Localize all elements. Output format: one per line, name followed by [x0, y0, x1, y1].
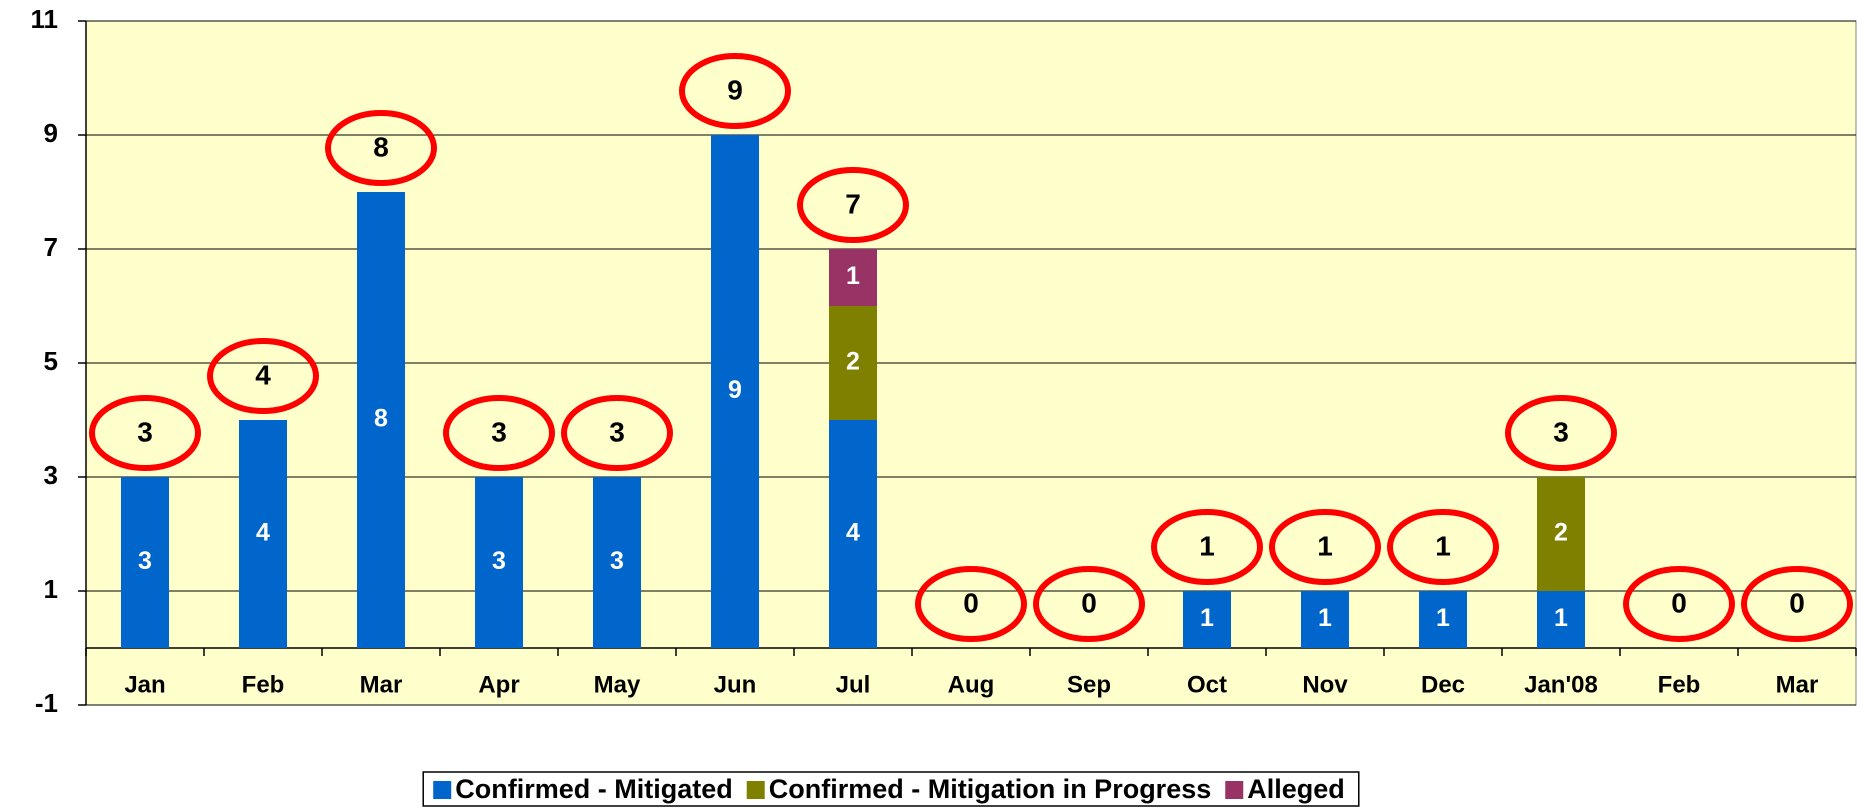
bar-segment: [1419, 591, 1467, 648]
total-label: 4: [255, 359, 271, 390]
legend-swatch: [433, 781, 452, 799]
total-marker: [1151, 509, 1263, 585]
bar-segment: [1537, 591, 1585, 648]
total-marker: [915, 566, 1027, 642]
total-label: 3: [491, 416, 507, 447]
bar-segment: [829, 249, 877, 306]
bar-segment: [711, 135, 759, 648]
bar-segment: [829, 420, 877, 648]
x-tick-label: Jun: [714, 671, 757, 698]
total-label: 1: [1435, 530, 1451, 561]
y-tick-label: 3: [44, 460, 58, 490]
segment-label: 4: [256, 519, 270, 547]
x-tick-label: Nov: [1302, 671, 1348, 698]
x-tick-label: Jan: [124, 671, 165, 698]
bar-segment: [121, 477, 169, 648]
x-tick-label: Jul: [836, 671, 871, 698]
segment-label: 3: [138, 547, 152, 575]
bar-segment: [1183, 591, 1231, 648]
segment-label: 2: [846, 348, 860, 376]
x-tick-label: Mar: [360, 671, 403, 698]
total-marker: [679, 53, 791, 129]
legend-label: Confirmed - Mitigated: [455, 774, 733, 804]
x-tick-label: May: [594, 671, 641, 698]
y-tick-label: 7: [44, 232, 58, 262]
x-tick-label: Sep: [1067, 671, 1111, 698]
x-tick-label: Aug: [948, 671, 995, 698]
total-label: 0: [963, 587, 979, 618]
legend-label: Confirmed - Mitigation in Progress: [769, 774, 1212, 804]
total-marker: [89, 395, 201, 471]
segment-label: 1: [1200, 604, 1214, 632]
total-marker: [1269, 509, 1381, 585]
x-tick-label: Dec: [1421, 671, 1465, 698]
segment-label: 9: [728, 376, 742, 404]
total-label: 3: [609, 416, 625, 447]
total-marker: [1623, 566, 1735, 642]
segment-label: 2: [1554, 519, 1568, 547]
segment-label: 1: [1318, 604, 1332, 632]
x-tick-label: Apr: [478, 671, 519, 698]
bar-segment: [357, 192, 405, 648]
total-marker: [1741, 566, 1853, 642]
y-tick-label: -1: [35, 688, 58, 718]
total-marker: [207, 338, 319, 414]
segment-label: 3: [492, 547, 506, 575]
legend-swatch: [746, 781, 765, 799]
bar-segment: [1537, 477, 1585, 591]
bar-segment: [1301, 591, 1349, 648]
x-tick-label: Feb: [242, 671, 285, 698]
bar-segment: [475, 477, 523, 648]
x-tick-label: Oct: [1187, 671, 1227, 698]
y-tick-label: 9: [44, 118, 58, 148]
x-tick-label: Mar: [1776, 671, 1819, 698]
legend: [422, 771, 1360, 807]
total-marker: [1033, 566, 1145, 642]
total-marker: [1505, 395, 1617, 471]
segment-label: 3: [610, 547, 624, 575]
legend-swatch: [1225, 781, 1244, 799]
total-label: 3: [1553, 416, 1569, 447]
x-tick-label: Jan'08: [1524, 671, 1598, 698]
total-label: 0: [1081, 587, 1097, 618]
total-marker: [561, 395, 673, 471]
total-marker: [1387, 509, 1499, 585]
total-label: 8: [373, 131, 389, 162]
legend-label: Alleged: [1247, 774, 1345, 804]
total-marker: [325, 110, 437, 186]
total-label: 1: [1317, 530, 1333, 561]
segment-label: 1: [846, 262, 860, 290]
segment-label: 1: [1436, 604, 1450, 632]
y-tick-label: 11: [31, 4, 59, 34]
total-label: 1: [1199, 530, 1215, 561]
total-marker: [797, 167, 909, 243]
total-label: 7: [845, 188, 861, 219]
total-label: 0: [1789, 587, 1805, 618]
bar-segment: [239, 420, 287, 648]
y-tick-label: 1: [44, 574, 58, 604]
segment-label: 8: [374, 405, 388, 433]
y-tick-label: 5: [44, 346, 58, 376]
segment-label: 4: [846, 519, 860, 547]
total-label: 0: [1671, 587, 1687, 618]
x-tick-label: Feb: [1658, 671, 1701, 698]
total-label: 3: [137, 416, 153, 447]
total-marker: [443, 395, 555, 471]
bar-segment: [593, 477, 641, 648]
bar-segment: [829, 306, 877, 420]
total-label: 9: [727, 74, 743, 105]
segment-label: 1: [1554, 604, 1568, 632]
